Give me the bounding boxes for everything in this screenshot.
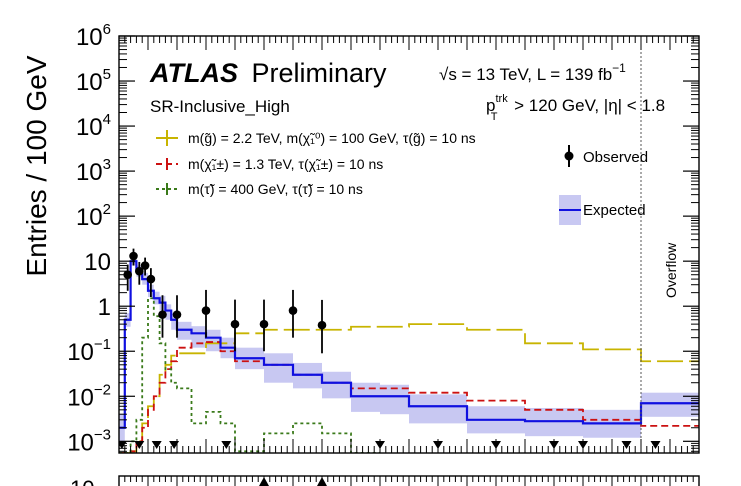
- cut-label: ptrk T > 120 GeV, |η| < 1.8: [486, 93, 665, 123]
- expected-band-bin: [322, 371, 351, 399]
- expected-band-bin: [165, 304, 172, 320]
- observed-point: [140, 261, 150, 270]
- energy-lumi-label: √s = 13 TeV, L = 139 fb−1: [439, 61, 626, 84]
- zero-observed-marker: [221, 441, 232, 449]
- observed-point: [230, 319, 240, 329]
- axes: 10−3 10−2 10−1 1 10 102 103 104 105 106: [67, 21, 700, 486]
- atlas-label-bold: ATLAS: [149, 58, 238, 88]
- observed-point: [135, 266, 144, 276]
- y-tick-label: 106: [76, 21, 111, 51]
- legend: m(g̃) = 2.2 TeV, m(χ̃₁⁰) = 100 GeV, τ(g̃…: [156, 130, 648, 225]
- zero-observed-marker: [169, 441, 180, 449]
- observed-point: [317, 320, 327, 330]
- stau-histogram: [119, 297, 380, 453]
- legend-label-expected: Expected: [583, 202, 646, 219]
- expected-band-bin: [171, 313, 177, 330]
- expected-band-bin: [264, 353, 293, 383]
- legend-entry-chargino: m(χ̃₁±) = 1.3 TeV, τ(χ̃₁±) = 10 ns: [156, 156, 383, 172]
- y-tick-label: 102: [76, 201, 111, 231]
- y-tick-label: 10: [84, 249, 111, 276]
- zero-observed-marker: [650, 441, 661, 449]
- legend-label-chargino: m(χ̃₁±) = 1.3 TeV, τ(χ̃₁±) = 10 ns: [188, 156, 383, 172]
- expected-band-bin: [206, 329, 221, 352]
- expected-band-bin: [191, 326, 206, 348]
- legend-entry-stau: m(τ̃) = 400 GeV, τ(τ̃) = 10 ns: [156, 181, 363, 197]
- legend-entry-observed: Observed: [564, 145, 648, 167]
- expected-band-bin: [409, 394, 467, 424]
- atlas-label-preliminary: Preliminary: [252, 58, 388, 88]
- zero-observed-marker: [621, 441, 632, 449]
- expected-band-bin: [380, 384, 409, 415]
- plot-area: [119, 36, 699, 453]
- legend-label-gluino: m(g̃) = 2.2 TeV, m(χ̃₁⁰) = 100 GeV, τ(g̃…: [188, 130, 476, 146]
- y-axis-title: Entries / 100 GeV: [21, 55, 52, 276]
- y-tick-label: 10−3: [67, 426, 111, 456]
- observed-point: [123, 270, 132, 280]
- zero-observed-marker: [151, 441, 162, 449]
- ratio-panel: 10: [70, 476, 94, 486]
- y-tick-label: 1: [98, 294, 111, 321]
- observed-point: [259, 319, 269, 329]
- observed-point: [288, 306, 298, 315]
- legend-entry-expected: Expected: [559, 195, 646, 225]
- legend-entry-gluino: m(g̃) = 2.2 TeV, m(χ̃₁⁰) = 100 GeV, τ(g̃…: [156, 130, 476, 146]
- y-tick-label: 103: [76, 156, 111, 186]
- legend-label-stau: m(τ̃) = 400 GeV, τ(τ̃) = 10 ns: [188, 181, 363, 197]
- region-label: SR-Inclusive_High: [150, 97, 290, 116]
- ratio-marker: [317, 477, 327, 486]
- observed-point: [158, 310, 167, 319]
- ratio-axis-tick-label: 10: [70, 476, 94, 486]
- y-tick-label: 105: [76, 66, 111, 96]
- y-tick-label: 10−1: [67, 336, 111, 366]
- observed-point: [129, 251, 138, 261]
- observed-point: [146, 274, 156, 284]
- zero-observed-marker: [134, 441, 145, 449]
- overflow-label: Overflow: [663, 242, 679, 298]
- observed-point: [201, 306, 211, 315]
- y-tick-label: 104: [76, 111, 111, 141]
- legend-label-observed: Observed: [583, 149, 648, 166]
- y-tick-label: 10−2: [67, 381, 111, 411]
- ratio-marker: [259, 477, 269, 486]
- atlas-label: ATLAS Preliminary: [149, 58, 387, 88]
- observed-point: [172, 310, 182, 319]
